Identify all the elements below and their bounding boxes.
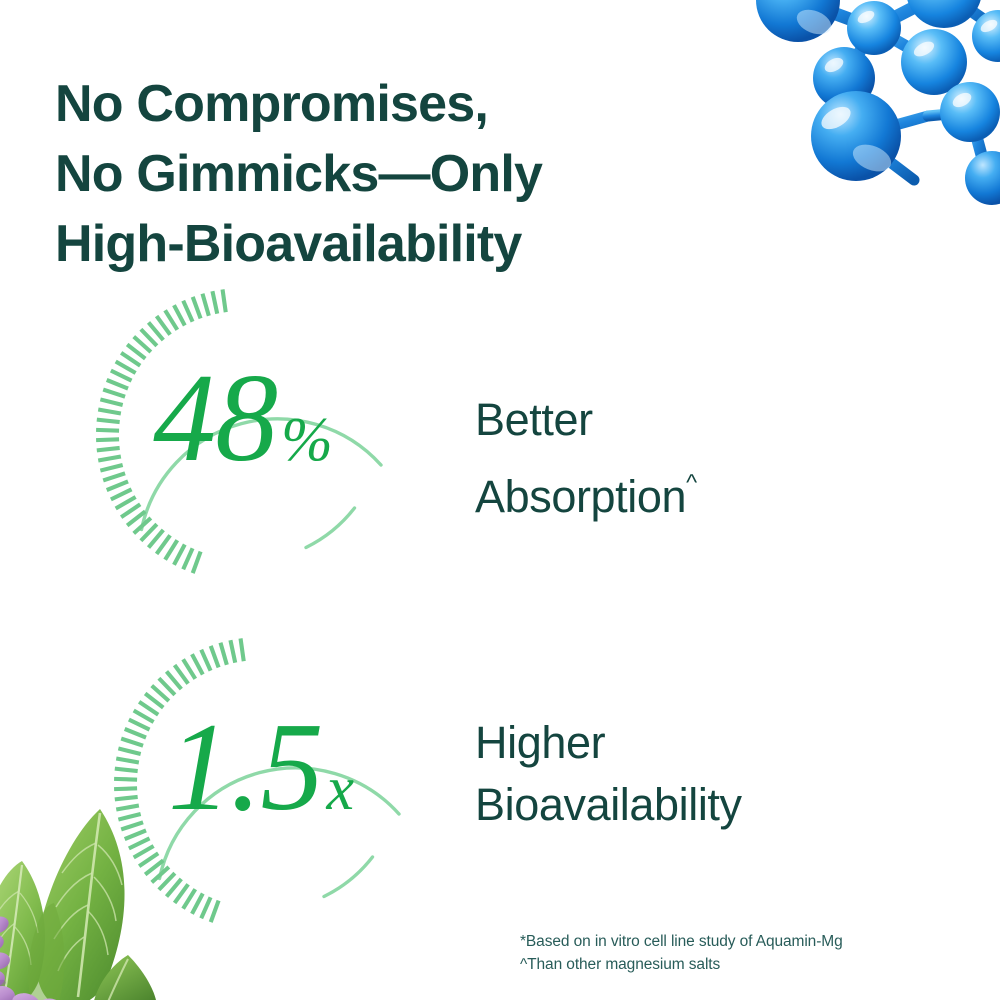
footnote-marker-caret: ^ <box>686 469 698 495</box>
stat-label-2-line-1: Higher <box>475 717 606 768</box>
stat-label-1-line-2: Absorption^ <box>475 469 698 523</box>
molecule-graphic <box>738 0 1000 231</box>
headline-line-1: No Compromises, <box>55 74 489 133</box>
stat-unit-2: x <box>326 755 355 823</box>
headline-line-2: No Gimmicks—Only <box>55 144 543 203</box>
stat-label-1: Better Absorption^ <box>475 389 697 528</box>
page-title: No Compromises, No Gimmicks—Only High-Bi… <box>55 69 735 279</box>
stat-value-1: 48 % <box>92 356 394 506</box>
footnote-line-2: ^Than other magnesium salts <box>520 956 721 973</box>
stat-ring-2 <box>110 633 412 935</box>
stat-label-2-line-2: Bioavailability <box>475 779 742 830</box>
footnote-line-1: *Based on in vitro cell line study of Aq… <box>520 933 843 950</box>
stat-label-1-line-1: Better <box>475 394 593 445</box>
stat-better-absorption: 48 % Better Absorption^ <box>92 284 852 586</box>
stat-number-1: 48 <box>153 349 278 488</box>
stat-ring-1 <box>92 284 394 586</box>
headline-line-3: High-Bioavailability <box>55 214 522 273</box>
stat-number-2: 1.5 <box>167 698 323 837</box>
stat-label-2: Higher Bioavailability <box>475 712 742 836</box>
stat-value-2: 1.5 x <box>110 705 412 855</box>
stat-unit-1: % <box>281 406 333 474</box>
footnotes: *Based on in vitro cell line study of Aq… <box>520 930 843 976</box>
stat-higher-bioavailability: 1.5 x Higher Bioavailability <box>110 633 870 935</box>
